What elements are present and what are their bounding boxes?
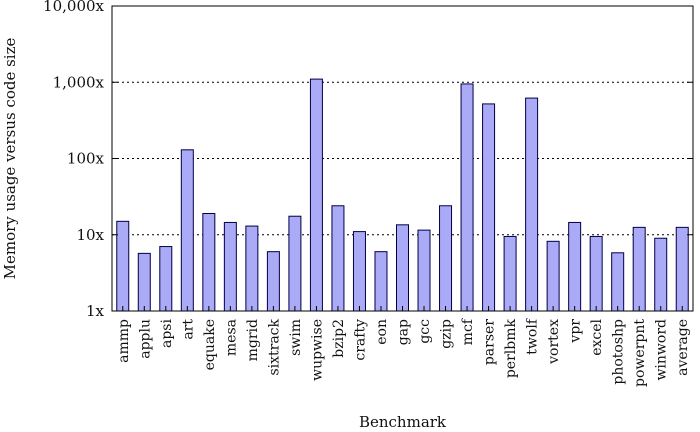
bar-mesa <box>223 221 237 312</box>
bar-twolf <box>525 97 539 312</box>
x-category-label: applu <box>137 319 153 359</box>
x-category-label: wupwise <box>309 319 325 381</box>
x-axis-category-labels: ammp applu apsi art equake mesa mgrid sixtrack s… <box>116 306 691 387</box>
x-category-label: mcf <box>460 317 476 345</box>
y-tick-label: 1,000x <box>53 73 105 91</box>
bar-apsi <box>159 246 173 312</box>
x-category-label: art <box>180 319 196 340</box>
bar-sixtrack <box>266 251 280 312</box>
x-category-label: crafty <box>352 319 368 361</box>
bar-art <box>180 149 194 312</box>
bar-eon <box>374 251 388 312</box>
x-category-label: sixtrack <box>266 318 282 375</box>
y-axis-title: Memory usage versus code size <box>1 38 19 280</box>
y-tick-label: 10x <box>76 226 104 244</box>
y-axis-ticks: 1x 10x 100x 1,000x 10,000x <box>43 0 693 320</box>
x-category-label: powerpnt <box>632 319 648 387</box>
bars <box>116 78 689 312</box>
bar-excel <box>589 235 603 312</box>
x-category-label: mgrid <box>245 319 261 361</box>
x-axis-title: Benchmark <box>359 413 447 431</box>
x-category-label: average <box>675 319 691 376</box>
bar-bzip2 <box>331 205 345 312</box>
bar-vpr <box>568 221 582 312</box>
gridlines <box>112 81 693 236</box>
x-category-label: photoshp <box>611 319 627 385</box>
y-tick-label: 10,000x <box>43 0 104 15</box>
x-category-label: excel <box>589 318 605 355</box>
bar-vortex <box>546 240 560 312</box>
bar-mgrid <box>245 225 259 312</box>
bar-perlbmk <box>503 235 517 312</box>
bar-winword <box>654 237 668 312</box>
x-category-label: mesa <box>223 319 239 356</box>
bar-gzip <box>439 205 453 312</box>
x-category-label: gzip <box>439 319 455 349</box>
y-tick-label: 1x <box>86 302 105 320</box>
bar-swim <box>288 215 302 312</box>
x-category-label: winword <box>654 319 670 381</box>
x-category-label: ammp <box>116 319 132 363</box>
bar-gap <box>396 224 409 312</box>
bar-ammp <box>116 220 130 312</box>
x-category-label: parser <box>482 319 498 365</box>
bar-gcc <box>417 229 431 312</box>
bar-mcf <box>460 83 474 312</box>
bar-equake <box>202 212 216 312</box>
y-tick-label: 100x <box>67 150 105 168</box>
bar-powerpnt <box>632 226 646 312</box>
bar-wupwise <box>309 78 323 312</box>
bar-crafty <box>352 231 366 312</box>
x-category-label: perlbmk <box>503 318 519 378</box>
x-category-label: vpr <box>568 319 584 344</box>
x-category-label: equake <box>202 319 218 370</box>
x-category-label: gcc <box>417 319 433 344</box>
bar-applu <box>137 252 151 312</box>
x-category-label: twolf <box>525 317 541 355</box>
bar-parser <box>482 103 496 312</box>
bar-average <box>675 226 689 312</box>
x-category-label: bzip2 <box>331 319 347 358</box>
x-category-label: apsi <box>159 318 175 347</box>
x-category-label: gap <box>396 319 412 345</box>
x-category-label: swim <box>288 319 304 356</box>
x-category-label: vortex <box>546 319 562 365</box>
x-category-label: eon <box>374 319 390 345</box>
bar-photoshp <box>611 252 625 312</box>
